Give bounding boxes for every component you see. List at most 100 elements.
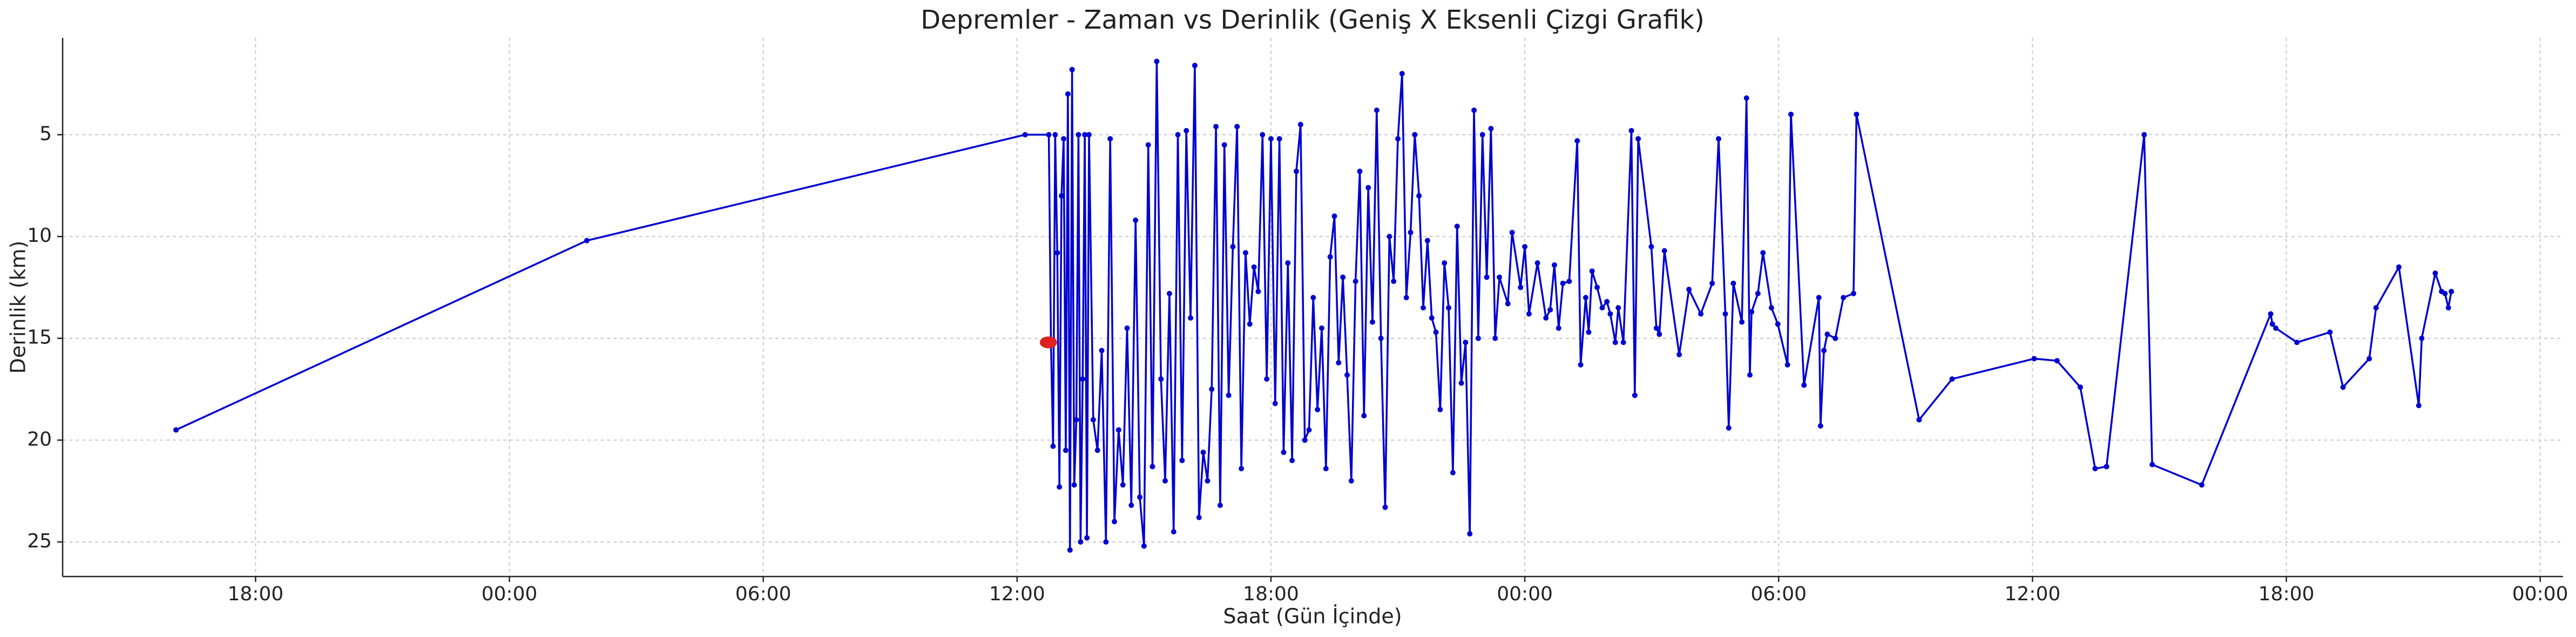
- data-point: [1824, 331, 1830, 337]
- data-point: [1264, 376, 1270, 382]
- data-point: [2149, 462, 2155, 467]
- data-point: [1730, 280, 1736, 286]
- y-tick-label: 15: [27, 327, 52, 349]
- data-point: [1433, 329, 1439, 335]
- data-point: [2396, 264, 2402, 270]
- data-point: [1285, 260, 1291, 266]
- data-point: [1586, 329, 1592, 335]
- data-point: [1551, 262, 1557, 268]
- data-point: [1560, 280, 1566, 286]
- data-point: [1076, 132, 1081, 138]
- data-point: [1315, 406, 1321, 412]
- data-point: [1306, 427, 1312, 433]
- data-point: [1698, 311, 1704, 317]
- data-point: [1073, 417, 1079, 423]
- data-point: [1488, 126, 1494, 132]
- data-point: [1184, 127, 1189, 133]
- data-point: [1416, 193, 1422, 199]
- data-point: [1739, 319, 1745, 325]
- data-point: [1099, 348, 1105, 354]
- data-point: [1429, 315, 1435, 321]
- data-point: [1150, 464, 1155, 470]
- y-tick-label: 20: [27, 428, 52, 450]
- data-point: [1722, 311, 1728, 317]
- y-tick-label: 5: [39, 123, 52, 145]
- x-tick-label: 06:00: [735, 583, 792, 605]
- data-point: [2340, 384, 2346, 390]
- data-point: [1060, 136, 1066, 142]
- data-point: [1454, 223, 1460, 229]
- data-point: [1715, 136, 1721, 142]
- data-point: [1547, 307, 1553, 313]
- data-point: [1817, 423, 1823, 429]
- x-tick-label: 18:00: [227, 583, 283, 605]
- data-point: [1323, 466, 1329, 472]
- data-point: [1949, 376, 1955, 382]
- data-point: [1188, 315, 1194, 321]
- data-point: [1471, 107, 1477, 113]
- data-point: [1255, 288, 1261, 294]
- data-point: [1124, 325, 1130, 331]
- data-point: [1141, 543, 1147, 549]
- data-point: [1336, 360, 1342, 365]
- data-point: [1604, 299, 1610, 304]
- data-point: [1615, 305, 1621, 311]
- data-point: [1192, 63, 1198, 69]
- data-point: [1408, 229, 1414, 235]
- data-point: [1395, 136, 1401, 142]
- data-point: [2199, 482, 2205, 488]
- data-point: [1378, 335, 1384, 341]
- data-point: [1365, 185, 1371, 191]
- data-point: [1268, 136, 1274, 142]
- data-point: [1357, 168, 1363, 174]
- data-point: [1226, 392, 1232, 398]
- data-point: [1213, 124, 1219, 130]
- data-point: [1293, 168, 1299, 174]
- data-point: [2294, 340, 2300, 345]
- data-point: [1612, 340, 1618, 345]
- data-point: [1234, 124, 1240, 130]
- data-point: [1107, 136, 1113, 142]
- data-point: [1412, 132, 1418, 138]
- data-point: [1059, 193, 1065, 199]
- data-point: [1094, 448, 1100, 453]
- data-point: [1310, 295, 1316, 301]
- data-point: [1821, 348, 1827, 354]
- data-point: [1239, 466, 1245, 472]
- data-point: [1479, 132, 1485, 138]
- data-point: [1841, 295, 1847, 301]
- data-point: [1686, 287, 1692, 293]
- data-point: [1534, 260, 1540, 266]
- data-point: [2092, 466, 2098, 472]
- data-point: [1111, 519, 1117, 525]
- data-point: [1788, 111, 1794, 117]
- data-point: [1526, 311, 1532, 317]
- data-point: [1784, 362, 1790, 368]
- data-point: [1082, 132, 1088, 138]
- data-point: [1518, 284, 1524, 290]
- data-point: [1421, 305, 1426, 311]
- data-point: [1242, 250, 1248, 256]
- data-point: [1635, 136, 1641, 142]
- data-point: [1522, 243, 1528, 249]
- data-point: [1302, 437, 1308, 443]
- data-point: [1437, 406, 1443, 412]
- data-line: [175, 60, 2452, 551]
- data-point: [2104, 464, 2110, 470]
- data-point: [2432, 270, 2438, 276]
- data-point: [1344, 372, 1350, 378]
- data-point: [1607, 311, 1613, 317]
- data-point: [1463, 340, 1469, 345]
- y-axis-label: Derinlik (km): [6, 241, 30, 374]
- data-point: [1171, 529, 1177, 535]
- data-point: [1063, 448, 1069, 453]
- data-point: [1578, 362, 1584, 368]
- data-point: [1497, 274, 1503, 280]
- data-point: [1628, 127, 1634, 133]
- data-point: [1450, 470, 1456, 476]
- data-point: [1505, 301, 1511, 307]
- data-point: [1589, 268, 1595, 274]
- data-point: [2442, 290, 2448, 296]
- data-point: [1103, 539, 1109, 545]
- data-point: [2327, 329, 2333, 335]
